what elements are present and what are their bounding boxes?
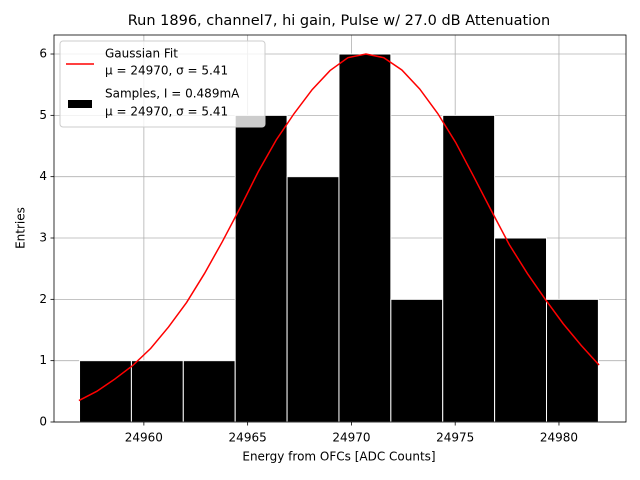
legend: Gaussian Fit μ = 24970, σ = 5.41 Samples, … (59, 40, 266, 128)
histogram-bar (182, 360, 236, 423)
histogram-bar (338, 53, 392, 423)
x-axis-label: Energy from OFCs [ADC Counts] (242, 450, 435, 464)
y-tick-label: 0 (39, 415, 47, 429)
y-axis-label: Entries (14, 207, 28, 249)
y-tick-label: 4 (39, 169, 47, 183)
legend-box (59, 40, 266, 128)
x-tick-label: 24975 (436, 431, 474, 445)
y-tick-label: 5 (39, 108, 47, 122)
fit-line (78, 53, 600, 402)
histogram-bar (286, 176, 340, 423)
histogram-bar (79, 360, 132, 423)
histogram-bar (546, 298, 599, 423)
legend-label: Samples, I = 0.489mA (105, 87, 240, 101)
histogram-bar (234, 114, 288, 423)
x-tick-label: 24960 (125, 431, 163, 445)
legend-label: μ = 24970, σ = 5.41 (105, 64, 228, 78)
legend-swatch (68, 100, 92, 108)
y-tick-label: 2 (39, 292, 47, 306)
x-tick-label: 24980 (540, 431, 578, 445)
chart-title: Run 1896, channel7, hi gain, Pulse w/ 27… (128, 13, 551, 29)
x-tick-label: 24970 (332, 431, 370, 445)
axes-frame (53, 34, 627, 423)
legend-label: μ = 24970, σ = 5.41 (105, 105, 228, 119)
y-tick-label: 6 (39, 47, 47, 61)
legend-label: Gaussian Fit (105, 47, 178, 61)
y-tick-label: 3 (39, 231, 47, 245)
x-tick-label: 24965 (229, 431, 267, 445)
histogram-bar (390, 298, 444, 423)
histogram-bar (494, 237, 548, 423)
histogram-bar (442, 114, 496, 423)
histogram-bar (130, 360, 184, 423)
y-tick-label: 1 (39, 353, 47, 367)
